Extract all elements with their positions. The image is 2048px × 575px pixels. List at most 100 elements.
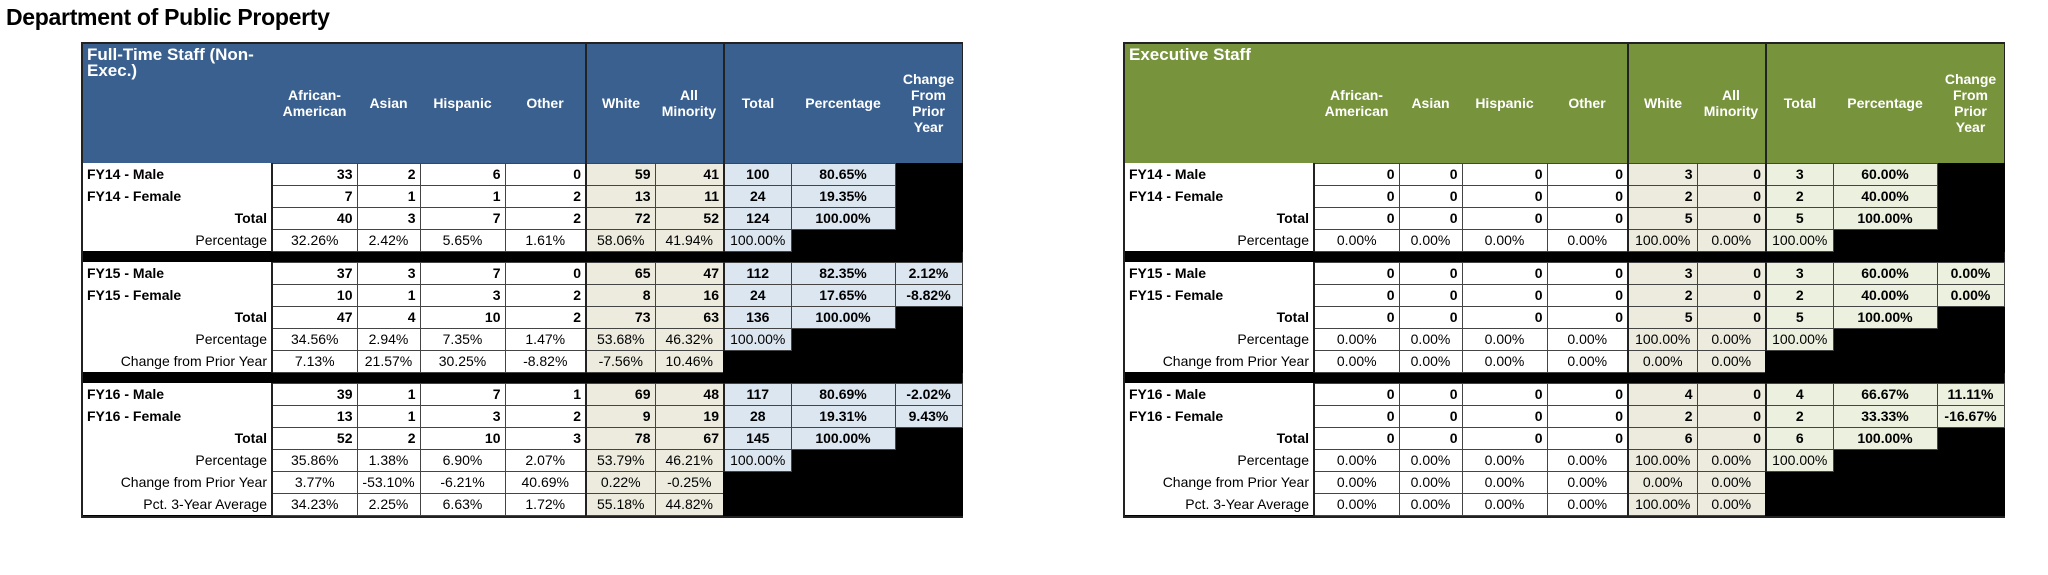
cell-white: 58.06% [585,228,656,252]
cell-other: 0.00% [1546,349,1629,373]
cell-white: 59 [585,162,656,186]
cell-change [1936,305,2005,329]
cell-total: 100.00% [723,327,792,351]
cell-other: 0.00% [1546,327,1629,351]
cell-percentage [790,349,896,373]
table-row: FY14 - Male 0 0 0 0 3 0 3 60.00% [1125,162,2005,186]
cell-total: 136 [723,305,792,329]
cell-total: 100 [723,162,792,186]
column-header-asian: Asian [1411,95,1450,112]
cell-percentage [1832,349,1938,373]
cell-total: 4 [1765,382,1834,406]
row-label: Percentage [1125,229,1315,251]
section-separator [1125,251,2004,262]
cell-percentage: 100.00% [1832,426,1938,450]
cell-white: 78 [585,426,656,450]
cell-other: 0 [1546,305,1629,329]
row-label: FY15 - Male [83,262,273,284]
cell-total: 117 [723,382,792,406]
cell-african-american: 10 [271,283,358,307]
cell-african-american: 37 [271,261,358,285]
cell-other: 0.00% [1546,228,1629,252]
table-row: Pct. 3-Year Average 0.00% 0.00% 0.00% 0.00% 1… [1125,492,2005,516]
cell-change: 9.43% [894,404,963,428]
cell-african-american: 0.00% [1313,448,1400,472]
cell-percentage: 60.00% [1832,261,1938,285]
cell-total: 100.00% [1765,228,1834,252]
cell-asian: 0 [1398,206,1463,230]
cell-hispanic: 3 [419,404,506,428]
cell-change [894,305,963,329]
row-label: Change from Prior Year [83,471,273,493]
row-label: Percentage [1125,449,1315,471]
cell-change [1936,426,2005,450]
cell-african-american: 0.00% [1313,228,1400,252]
cell-percentage: 100.00% [790,305,896,329]
row-label: FY15 - Female [83,284,273,306]
table-row: Change from Prior Year 0.00% 0.00% 0.00% 0.0… [1125,349,2005,373]
cell-change: 0.00% [1936,283,2005,307]
cell-hispanic: 0 [1461,162,1548,186]
table-row: FY15 - Male 0 0 0 0 3 0 3 60.00% 0.00% [1125,261,2005,285]
cell-white: 53.68% [585,327,656,351]
section-separator [1125,372,2004,383]
staff-table: Full-Time Staff (Non-Exec.) African-Ameri… [83,44,963,516]
cell-percentage: 80.69% [790,382,896,406]
row-label: Percentage [83,449,273,471]
cell-percentage [790,327,896,351]
cell-african-american: 40 [271,206,358,230]
cell-hispanic: 10 [419,305,506,329]
cell-other: 2 [504,184,587,208]
table-row: Change from Prior Year 7.13% 21.57% 30.25% -… [83,349,963,373]
row-label: Total [1125,427,1315,449]
cell-total [1765,492,1834,516]
cell-white: 4 [1627,382,1698,406]
table-row: Total 40 3 7 2 72 52 124 100.00% [83,206,963,230]
cell-percentage [790,492,896,516]
cell-change [1936,327,2005,351]
cell-hispanic: 1 [419,184,506,208]
table-row: Percentage 35.86% 1.38% 6.90% 2.07% 53.79% 46.… [83,448,963,472]
cell-white: 100.00% [1627,228,1698,252]
cell-all-minority: 67 [654,426,725,450]
row-label: FY16 - Male [1125,383,1315,405]
row-label: Pct. 3-Year Average [1125,493,1315,515]
table-row: FY14 - Female 7 1 1 2 13 11 24 19.35% [83,184,963,208]
cell-white: 5 [1627,206,1698,230]
cell-asian: 0 [1398,426,1463,450]
column-header-other: Other [1568,95,1606,112]
section-separator [83,251,962,262]
table-row: FY16 - Male 39 1 7 1 69 48 117 80.69% -2.02% [83,382,963,406]
cell-all-minority: 0.00% [1696,327,1767,351]
cell-white: 100.00% [1627,448,1698,472]
cell-hispanic: 7 [419,382,506,406]
cell-other: 1 [504,382,587,406]
row-label: FY15 - Male [1125,262,1315,284]
table-row: Pct. 3-Year Average 34.23% 2.25% 6.63% 1.72%… [83,492,963,516]
cell-asian: 0 [1398,404,1463,428]
cell-change [1936,349,2005,373]
cell-hispanic: 0 [1461,283,1548,307]
header-row: Full-Time Staff (Non-Exec.) African-Ameri… [83,44,962,163]
cell-other: 40.69% [504,470,587,494]
cell-hispanic: 5.65% [419,228,506,252]
cell-percentage [790,228,896,252]
cell-change [894,206,963,230]
cell-african-american: 34.56% [271,327,358,351]
cell-african-american: 35.86% [271,448,358,472]
cell-asian: 0.00% [1398,228,1463,252]
cell-other: 0.00% [1546,492,1629,516]
cell-other: 0 [1546,206,1629,230]
cell-other: 0 [504,162,587,186]
cell-percentage: 40.00% [1832,184,1938,208]
column-header-african-american: African-American [282,87,347,120]
cell-percentage: 19.35% [790,184,896,208]
table-row: Percentage 34.56% 2.94% 7.35% 1.47% 53.68% 46.… [83,327,963,351]
cell-all-minority: 44.82% [654,492,725,516]
cell-all-minority: 46.32% [654,327,725,351]
cell-percentage [1832,448,1938,472]
cell-total: 2 [1765,283,1834,307]
row-label: Change from Prior Year [1125,471,1315,493]
row-label: FY16 - Female [83,405,273,427]
table-row: Total 0 0 0 0 5 0 5 100.00% [1125,206,2005,230]
